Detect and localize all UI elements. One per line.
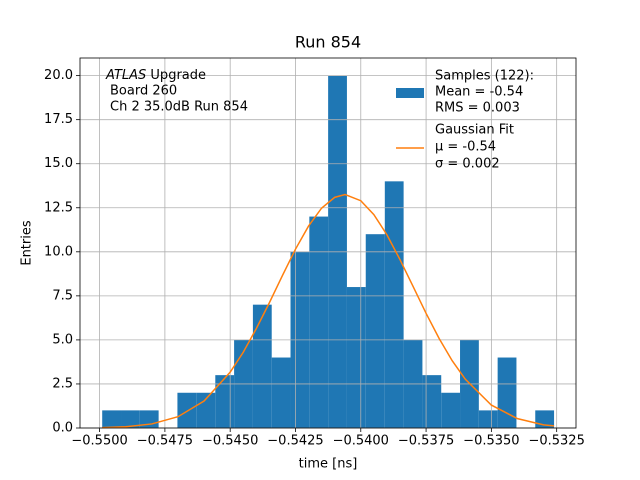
histogram-bar (196, 392, 216, 428)
annotation-text: Upgrade (150, 68, 206, 83)
plot-frame (79, 57, 577, 429)
y-tick-label: 0.0 (52, 421, 73, 436)
histogram-bar (478, 410, 498, 428)
chart-title: Run 854 (295, 33, 361, 52)
x-tick-label: −0.5325 (528, 434, 584, 449)
histogram-bar (346, 287, 366, 428)
x-tick-label: −0.5475 (137, 434, 193, 449)
y-tick-label: 17.5 (44, 112, 73, 127)
annotation: ATLAS Upgrade (105, 68, 206, 83)
x-tick-label: −0.5400 (333, 434, 389, 449)
y-tick-label: 20.0 (44, 68, 73, 83)
y-tick-label: 2.5 (52, 376, 73, 391)
y-tick-label: 10.0 (44, 244, 73, 259)
histogram-bar (365, 234, 385, 428)
fit-line (102, 193, 555, 429)
histogram-bar (309, 216, 329, 428)
annotation-line: Board 260 (110, 84, 177, 99)
annotation-italic: ATLAS (105, 68, 146, 83)
y-axis-label: Entries (20, 220, 35, 266)
histogram-bar (102, 410, 122, 428)
legend-label: μ = -0.54 (435, 140, 496, 155)
x-tick-label: −0.5450 (202, 434, 258, 449)
y-tick-label: 12.5 (44, 200, 73, 215)
legend-swatch (396, 88, 424, 98)
y-tick-label: 7.5 (52, 288, 73, 303)
x-tick-label: −0.5500 (71, 434, 127, 449)
legend-label: σ = 0.002 (435, 157, 500, 172)
annotation-line: Ch 2 35.0dB Run 854 (110, 100, 248, 115)
histogram-bar (121, 410, 140, 428)
legend-label: RMS = 0.003 (435, 101, 520, 116)
x-tick-label: −0.5375 (398, 434, 454, 449)
legend-label: Gaussian Fit (435, 123, 514, 138)
histogram-bar (384, 181, 404, 428)
legend-label: Mean = -0.54 (435, 85, 523, 100)
y-tick-label: 5.0 (52, 332, 73, 347)
x-tick-label: −0.5350 (463, 434, 519, 449)
histogram-bar (271, 357, 291, 428)
y-tick-label: 15.0 (44, 156, 73, 171)
histogram-bar (177, 392, 197, 428)
histogram-bar (422, 375, 442, 428)
histogram-bar (441, 392, 461, 428)
legend-label: Samples (122): (435, 69, 534, 84)
x-tick-label: −0.5425 (267, 434, 323, 449)
histogram-bar (215, 375, 235, 428)
x-axis-label: time [ns] (299, 457, 358, 472)
histogram-bar (252, 304, 272, 428)
